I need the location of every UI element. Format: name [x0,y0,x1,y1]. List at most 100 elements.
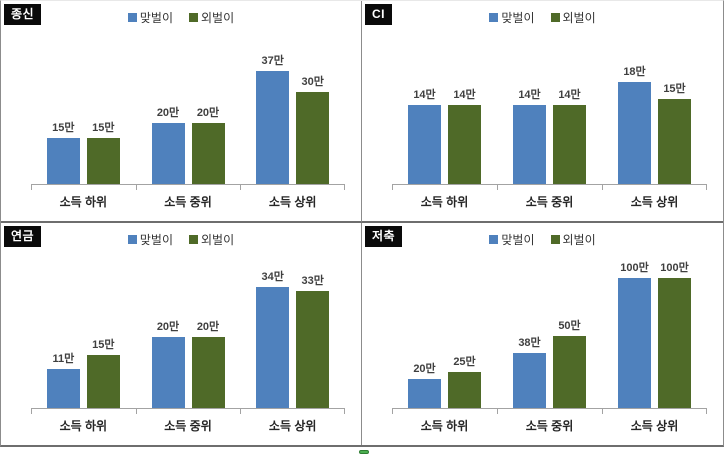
category-label: 소득 상위 [630,195,679,209]
legend-label: 외벌이 [201,11,235,25]
category-label: 소득 하위 [59,419,108,433]
bar-group: 20만 20만 [136,259,241,408]
bar [191,122,225,184]
chart-title: 종신 [4,4,42,25]
category-label: 소득 하위 [59,195,108,209]
legend-label: 맞벌이 [139,233,173,247]
bar [618,278,651,408]
bar-with-label: 14만 [408,37,441,184]
chart-title: 연금 [4,226,42,247]
chart-title: 저축 [365,226,403,247]
bar-with-label: 18만 [618,37,651,184]
axis-tick [602,184,603,190]
legend-item-dual-income: 맞벌이 [489,231,535,248]
value-label: 100만 [660,262,689,274]
bar-group: 14만 14만 [497,37,602,184]
bar [408,104,441,184]
axis-tick [344,408,345,414]
bar [658,99,691,184]
charts-board: 종신 맞벌이 외벌이 15만 15만 20만 20만 37만 30만 소득 하위 소득 중위… [0,0,724,447]
chart-panel-yeongeum: 연금 맞벌이 외벌이 11만 15만 20만 20만 34만 33만 소득 하위 소득 중위… [1,223,362,445]
bar-with-label: 20만 [191,37,225,184]
legend-swatch-green-icon [189,13,198,22]
bar-with-label: 37만 [256,37,290,184]
bar-group: 18만 15만 [602,37,707,184]
legend-label: 외벌이 [562,233,596,247]
bar [256,70,290,184]
category-label: 소득 상위 [630,419,679,433]
chart-panel-jeochuk: 저축 맞벌이 외벌이 20만 25만 38만 50만 100만 100만 소득 하위 소득 … [362,223,723,445]
category-label: 소득 중위 [525,419,574,433]
legend-label: 외벌이 [562,11,596,25]
bar-group: 14만 14만 [392,37,497,184]
bar [553,104,586,184]
selection-handle[interactable] [359,450,369,454]
bar-group: 20만 25만 [392,259,497,408]
value-label: 20만 [156,106,180,119]
bar-with-label: 14만 [448,37,481,184]
category-label: 소득 상위 [268,419,317,433]
bar-with-label: 20만 [408,259,441,408]
chart-panel-jongsin: 종신 맞벌이 외벌이 15만 15만 20만 20만 37만 30만 소득 하위 소득 중위… [1,1,362,223]
bar [448,371,481,408]
legend-item-single-income: 외벌이 [550,231,596,248]
value-label: 38만 [518,337,541,350]
plot-area: 20만 25만 38만 50만 100만 100만 [392,259,707,414]
legend-swatch-blue-icon [489,13,499,22]
bar-group: 15만 15만 [31,37,136,184]
value-label: 15만 [663,83,686,96]
bar-with-label: 50만 [553,259,586,408]
legend-item-single-income: 외벌이 [189,231,234,248]
axis-tick [31,184,32,190]
axis-tick [706,184,707,190]
axis-tick [496,184,498,190]
bar-with-label: 14만 [553,37,586,184]
legend: 맞벌이 외벌이 [1,231,361,248]
bar [86,138,120,184]
bar-group: 11만 15만 [31,259,136,408]
bar-with-label: 20만 [191,259,225,408]
value-label: 11만 [52,352,75,365]
bar-group: 34만 33만 [240,259,345,408]
plot-area: 11만 15만 20만 20만 34만 33만 [31,259,345,414]
legend-item-single-income: 외벌이 [189,9,234,26]
legend-swatch-blue-icon [127,235,137,244]
bar-group: 38만 50만 [497,259,602,408]
axis-tick [31,408,32,414]
bar [513,104,546,184]
legend: 맞벌이 외벌이 [1,9,361,26]
x-axis: 소득 하위 소득 중위 소득 상위 [31,193,345,213]
bar [296,92,330,184]
category-label: 소득 중위 [525,195,574,209]
legend-swatch-green-icon [550,235,560,244]
axis-tick [602,408,603,414]
bar [151,122,185,184]
value-label: 15만 [92,338,115,351]
legend-swatch-green-icon [550,13,560,22]
bar-group: 20만 20만 [136,37,241,184]
legend-label: 맞벌이 [501,233,535,247]
axis-tick [392,184,393,190]
value-label: 30만 [301,76,324,89]
plot-area: 14만 14만 14만 14만 18만 15만 [392,37,707,190]
bar-with-label: 15만 [658,37,691,184]
plot-area: 15만 15만 20만 20만 37만 30만 [31,37,345,190]
bar [408,379,441,408]
legend-label: 외벌이 [201,233,235,247]
bar-with-label: 25만 [448,259,481,408]
value-label: 15만 [92,122,115,135]
bar-with-label: 15만 [86,259,120,408]
category-label: 소득 중위 [164,419,212,433]
axis-tick [135,184,137,190]
value-label: 14만 [518,88,541,101]
legend-item-dual-income: 맞벌이 [127,9,173,26]
legend-item-dual-income: 맞벌이 [489,9,535,26]
bar [553,335,586,408]
bar [151,337,185,408]
bar-group: 37만 30만 [240,37,345,184]
bar [448,104,481,184]
category-label: 소득 하위 [420,419,469,433]
bar [296,290,330,408]
legend-swatch-blue-icon [127,13,137,22]
